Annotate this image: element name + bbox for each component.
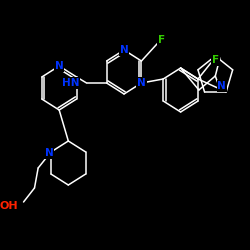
Text: N: N: [55, 61, 64, 71]
Text: F: F: [158, 35, 165, 45]
Text: N: N: [218, 81, 226, 91]
Text: F: F: [212, 55, 219, 65]
Text: HN: HN: [62, 78, 79, 88]
Text: N: N: [137, 78, 146, 88]
Text: N: N: [45, 148, 54, 158]
Text: N: N: [120, 45, 128, 55]
Text: OH: OH: [0, 201, 18, 211]
